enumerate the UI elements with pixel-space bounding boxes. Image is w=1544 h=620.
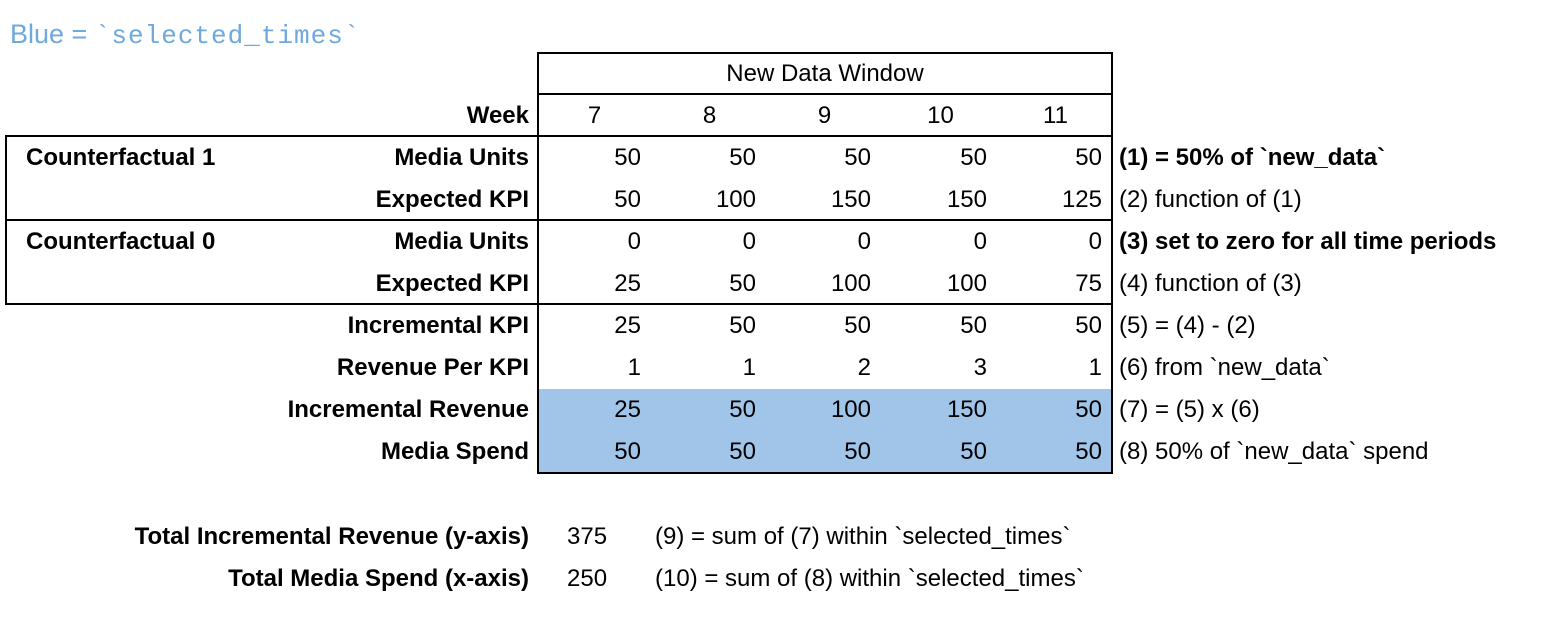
border-data-left — [537, 52, 539, 474]
total-annotation: (9) = sum of (7) within `selected_times` — [655, 523, 1071, 550]
row-cf1-media-units: Counterfactual 1 Media Units 50 50 50 50… — [0, 137, 1544, 179]
border-top — [537, 52, 1113, 54]
data-cell: 50 — [844, 438, 871, 465]
row-cf1-expected-kpi: Expected KPI 50 100 150 150 125 (2) func… — [0, 179, 1544, 221]
row-cf0-media-units: Counterfactual 0 Media Units 0 0 0 0 0 (… — [0, 221, 1544, 263]
data-cell: 50 — [614, 144, 641, 171]
data-cell: 100 — [830, 270, 871, 297]
data-cell: 50 — [614, 186, 641, 213]
row-incremental-kpi: Incremental KPI 25 50 50 50 50 (5) = (4)… — [0, 305, 1544, 347]
row-incremental-revenue: Incremental Revenue 25 50 100 150 50 (7)… — [0, 389, 1544, 431]
group-label-counterfactual-0: Counterfactual 0 — [26, 228, 216, 255]
row-revenue-per-kpi: Revenue Per KPI 1 1 2 3 1 (6) from `new_… — [0, 347, 1544, 389]
data-cell: 50 — [1075, 438, 1102, 465]
data-cell: 150 — [830, 186, 871, 213]
data-cell: 50 — [960, 144, 987, 171]
border-week-bottom — [5, 135, 1113, 137]
legend-prefix: Blue = — [10, 19, 95, 49]
data-cell: 100 — [715, 186, 756, 213]
row-annotation: (5) = (4) - (2) — [1119, 312, 1256, 339]
total-media-spend-row: Total Media Spend (x-axis) 250 (10) = su… — [0, 558, 1544, 600]
week-number: 7 — [587, 102, 602, 129]
data-cell: 50 — [729, 144, 756, 171]
row-label: Media Units — [394, 144, 529, 171]
week-number: 11 — [1043, 102, 1068, 129]
data-cell: 50 — [1075, 396, 1102, 423]
row-label: Incremental Revenue — [287, 396, 529, 423]
row-label: Expected KPI — [375, 270, 529, 297]
row-annotation: (2) function of (1) — [1119, 186, 1302, 213]
data-cell: 50 — [844, 312, 871, 339]
week-number: 10 — [927, 102, 954, 129]
data-cell: 100 — [830, 396, 871, 423]
total-annotation: (10) = sum of (8) within `selected_times… — [655, 565, 1084, 592]
row-annotation: (8) 50% of `new_data` spend — [1119, 438, 1429, 465]
data-cell: 50 — [844, 144, 871, 171]
data-cell: 50 — [729, 270, 756, 297]
border-bottom — [537, 472, 1113, 474]
total-value: 375 — [567, 523, 608, 550]
row-label: Expected KPI — [375, 186, 529, 213]
data-cell: 125 — [1061, 186, 1102, 213]
data-cell: 150 — [946, 186, 987, 213]
data-cell: 0 — [857, 228, 871, 255]
data-cell: 1 — [742, 354, 756, 381]
new-data-window-header: New Data Window — [726, 60, 924, 87]
data-cell: 25 — [614, 270, 641, 297]
row-label: Incremental KPI — [347, 312, 529, 339]
total-value: 250 — [567, 565, 608, 592]
data-cell: 0 — [973, 228, 987, 255]
data-cell: 25 — [614, 312, 641, 339]
data-cell: 50 — [729, 396, 756, 423]
border-data-right — [1111, 52, 1113, 474]
group-label-counterfactual-1: Counterfactual 1 — [26, 144, 216, 171]
border-cf0-bottom — [5, 303, 1113, 305]
total-label: Total Media Spend (x-axis) — [228, 565, 529, 592]
data-cell: 150 — [946, 396, 987, 423]
row-annotation: (7) = (5) x (6) — [1119, 396, 1260, 423]
data-cell: 25 — [614, 396, 641, 423]
row-label: Media Spend — [380, 438, 529, 465]
data-cell: 50 — [1075, 144, 1102, 171]
data-cell: 0 — [742, 228, 756, 255]
data-cell: 100 — [946, 270, 987, 297]
border-window-bottom — [537, 93, 1113, 95]
border-cf1-bottom — [5, 219, 1113, 221]
data-cell: 50 — [1075, 312, 1102, 339]
data-cell: 1 — [1088, 354, 1102, 381]
data-cell: 50 — [614, 438, 641, 465]
border-left-labels — [5, 135, 7, 305]
row-annotation: (4) function of (3) — [1119, 270, 1302, 297]
row-annotation: (3) set to zero for all time periods — [1119, 228, 1497, 255]
data-cell: 75 — [1075, 270, 1102, 297]
week-number: 8 — [702, 102, 717, 129]
data-cell: 1 — [627, 354, 641, 381]
data-cell: 50 — [729, 438, 756, 465]
week-header-row: Week 7 8 9 10 11 — [0, 95, 1544, 137]
selected-times-highlight — [539, 389, 1111, 472]
data-cell: 3 — [973, 354, 987, 381]
row-media-spend: Media Spend 50 50 50 50 50 (8) 50% of `n… — [0, 431, 1544, 473]
row-annotation: (1) = 50% of `new_data` — [1119, 144, 1386, 171]
data-cell: 50 — [729, 312, 756, 339]
legend: Blue = `selected_times` — [10, 14, 360, 54]
total-incremental-revenue-row: Total Incremental Revenue (y-axis) 375 (… — [0, 516, 1544, 558]
legend-code: `selected_times` — [94, 21, 361, 51]
data-cell: 0 — [1088, 228, 1102, 255]
row-cf0-expected-kpi: Expected KPI 25 50 100 100 75 (4) functi… — [0, 263, 1544, 305]
row-label: Revenue Per KPI — [336, 354, 529, 381]
week-number: 9 — [817, 102, 832, 129]
row-label: Media Units — [394, 228, 529, 255]
week-label: Week — [466, 102, 529, 129]
row-annotation: (6) from `new_data` — [1119, 354, 1330, 381]
total-label: Total Incremental Revenue (y-axis) — [134, 523, 529, 550]
data-cell: 2 — [857, 354, 871, 381]
data-cell: 50 — [960, 312, 987, 339]
data-cell: 50 — [960, 438, 987, 465]
data-cell: 0 — [627, 228, 641, 255]
